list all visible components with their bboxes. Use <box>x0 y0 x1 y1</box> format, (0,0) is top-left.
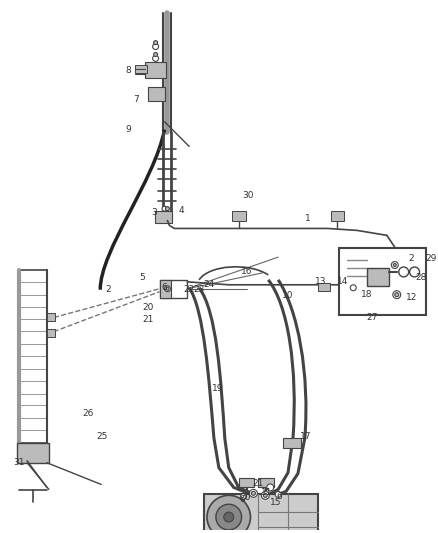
Bar <box>159 280 171 297</box>
Bar <box>204 494 318 533</box>
Bar <box>47 329 55 337</box>
Circle shape <box>152 55 159 61</box>
Text: 24: 24 <box>203 280 215 289</box>
Text: 30: 30 <box>243 191 254 200</box>
Bar <box>283 438 301 448</box>
Text: 15: 15 <box>270 498 282 507</box>
Text: 1: 1 <box>305 214 311 223</box>
Text: 23: 23 <box>194 285 205 294</box>
Text: 10: 10 <box>282 291 294 300</box>
Text: 22: 22 <box>184 285 195 294</box>
Text: 27: 27 <box>366 313 378 322</box>
Bar <box>239 478 254 487</box>
Bar <box>47 313 55 321</box>
Circle shape <box>393 290 401 298</box>
Text: 9: 9 <box>125 125 131 134</box>
Text: 3: 3 <box>152 208 158 217</box>
Bar <box>159 280 187 297</box>
Text: 19: 19 <box>212 384 224 393</box>
Text: 5: 5 <box>139 273 145 282</box>
Text: 21: 21 <box>142 315 153 324</box>
Circle shape <box>165 286 170 292</box>
Text: 6: 6 <box>276 492 282 501</box>
Circle shape <box>162 206 167 211</box>
Bar <box>232 211 246 221</box>
Text: 17: 17 <box>300 432 311 440</box>
Text: 20: 20 <box>142 303 153 312</box>
Circle shape <box>250 489 258 497</box>
Text: 11: 11 <box>261 488 272 497</box>
Circle shape <box>267 484 274 491</box>
Bar <box>17 443 49 463</box>
Bar <box>367 268 389 286</box>
Text: 28: 28 <box>416 273 427 282</box>
Text: 21: 21 <box>253 479 264 488</box>
Text: 2: 2 <box>105 285 111 294</box>
Text: 13: 13 <box>315 277 326 286</box>
Circle shape <box>166 207 170 211</box>
Text: 8: 8 <box>125 66 131 75</box>
Text: 6: 6 <box>162 283 167 292</box>
Text: 6: 6 <box>240 495 245 504</box>
Text: 18: 18 <box>361 290 373 299</box>
Text: 25: 25 <box>96 432 108 440</box>
Circle shape <box>207 495 251 533</box>
Bar <box>339 248 427 316</box>
Circle shape <box>154 53 158 56</box>
Bar <box>331 211 344 221</box>
Circle shape <box>224 512 234 522</box>
Text: 4: 4 <box>178 206 184 215</box>
Text: 7: 7 <box>133 95 139 104</box>
Text: 29: 29 <box>426 254 437 263</box>
Circle shape <box>395 293 399 297</box>
Circle shape <box>251 491 255 495</box>
Circle shape <box>240 494 247 499</box>
Circle shape <box>154 41 158 45</box>
Circle shape <box>216 504 242 530</box>
Text: 16: 16 <box>241 268 252 277</box>
Text: 31: 31 <box>14 458 25 467</box>
Circle shape <box>166 287 169 290</box>
Bar <box>318 283 329 290</box>
Text: 20: 20 <box>240 493 251 502</box>
Bar <box>19 270 47 443</box>
Circle shape <box>350 285 356 290</box>
Text: 2: 2 <box>409 254 414 263</box>
Circle shape <box>152 44 159 50</box>
Bar <box>135 66 147 73</box>
Bar <box>148 87 166 101</box>
Text: 14: 14 <box>337 277 348 286</box>
Circle shape <box>263 494 267 497</box>
Bar <box>155 211 173 222</box>
Circle shape <box>391 262 398 269</box>
Circle shape <box>393 263 396 266</box>
Text: 26: 26 <box>83 409 94 418</box>
Text: 12: 12 <box>406 293 417 302</box>
Bar <box>145 62 166 78</box>
Bar <box>258 478 274 487</box>
Circle shape <box>275 491 281 497</box>
Circle shape <box>261 491 269 499</box>
